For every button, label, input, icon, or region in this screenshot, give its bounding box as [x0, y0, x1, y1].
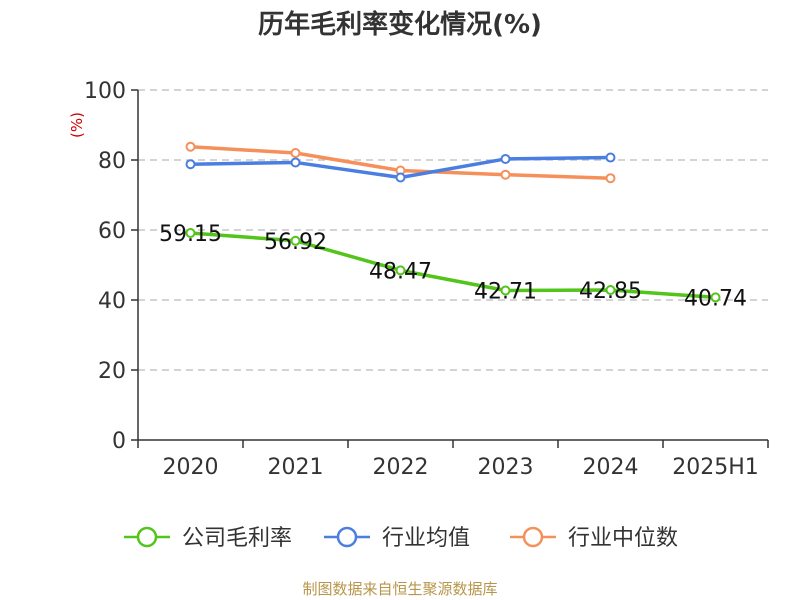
chart-title: 历年毛利率变化情况(%) [258, 10, 542, 40]
y-axis-unit: (%) [68, 112, 86, 138]
y-tick-label: 80 [98, 149, 126, 174]
data-point [185, 141, 196, 152]
data-point [395, 172, 406, 183]
data-label: 42.71 [474, 280, 537, 305]
data-point [290, 157, 301, 168]
axis-ticks: 0 20 40 60 80 100 2020 2021 2022 2023 2024 2025H1 [84, 79, 769, 480]
data-point [605, 152, 616, 163]
legend-marker-2 [522, 526, 544, 548]
x-tick-label: 2022 [373, 455, 429, 480]
data-point [395, 265, 406, 276]
data-point [290, 235, 301, 246]
x-tick-label: 2021 [268, 455, 324, 480]
data-point [185, 227, 196, 238]
x-tick-label: 2024 [583, 455, 639, 480]
y-tick-label: 40 [98, 289, 126, 314]
data-point [605, 173, 616, 184]
data-labels: 59.15 56.92 48.47 42.71 42.85 40.74 [159, 222, 747, 311]
series-lines [188, 144, 718, 300]
x-tick-label: 2023 [478, 455, 534, 480]
data-source-note: 制图数据来自恒生聚源数据库 [302, 580, 498, 598]
grid-lines [138, 89, 768, 371]
x-tick-label: 2025H1 [672, 455, 759, 480]
legend: 公司毛利率 行业均值 行业中位数 [124, 526, 678, 551]
y-tick-label: 20 [98, 359, 126, 384]
series-line-0 [188, 231, 718, 300]
y-tick-label: 0 [112, 429, 126, 454]
data-label: 42.85 [579, 279, 642, 304]
x-tick-label: 2020 [163, 455, 219, 480]
legend-label: 行业中位数 [568, 526, 678, 551]
data-point [290, 148, 301, 158]
legend-label: 行业均值 [382, 526, 470, 551]
data-point [500, 153, 511, 164]
data-label: 48.47 [369, 259, 432, 284]
legend-marker-0 [136, 526, 158, 548]
y-tick-label: 100 [84, 79, 126, 104]
y-tick-label: 60 [98, 219, 126, 244]
data-point [500, 285, 511, 296]
series-points [185, 141, 721, 303]
data-label: 40.74 [684, 286, 747, 311]
data-point [185, 159, 196, 170]
data-point [500, 169, 511, 180]
data-label: 59.15 [159, 222, 222, 247]
axes [137, 90, 768, 441]
data-label: 56.92 [264, 230, 327, 255]
data-point [605, 285, 616, 296]
legend-label: 公司毛利率 [182, 526, 292, 551]
data-point [710, 292, 721, 303]
legend-marker-1 [336, 526, 358, 548]
